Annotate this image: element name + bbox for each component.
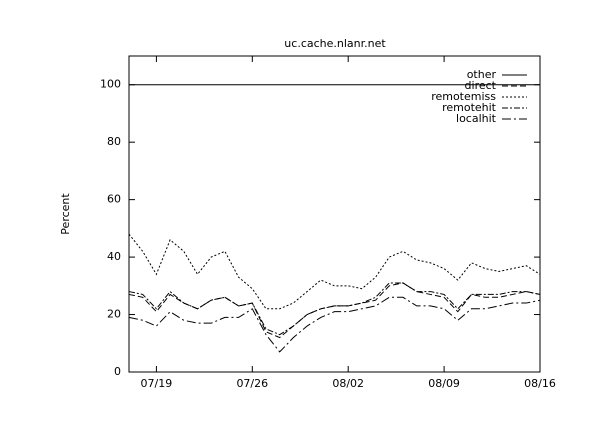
legend-label: remotemiss bbox=[431, 90, 496, 103]
series-line bbox=[128, 296, 541, 353]
x-tick-label: 08/02 bbox=[332, 377, 364, 390]
plot-frame bbox=[128, 55, 541, 373]
legend-label: direct bbox=[465, 79, 497, 92]
series-line bbox=[128, 282, 541, 336]
legend-label: localhit bbox=[456, 112, 497, 125]
y-tick-label: 0 bbox=[114, 365, 121, 378]
legend-label: other bbox=[467, 68, 497, 81]
x-tick-label: 07/26 bbox=[236, 377, 268, 390]
y-tick-label: 60 bbox=[107, 193, 121, 206]
chart-title: uc.cache.nlanr.net bbox=[284, 37, 386, 50]
y-axis-label: Percent bbox=[59, 193, 72, 235]
y-tick-label: 80 bbox=[107, 135, 121, 148]
x-tick-label: 07/19 bbox=[141, 377, 173, 390]
legend-label: remotehit bbox=[442, 101, 497, 114]
x-tick-label: 08/16 bbox=[524, 377, 556, 390]
y-tick-label: 20 bbox=[107, 308, 121, 321]
y-tick-label: 40 bbox=[107, 250, 121, 263]
y-tick-label: 100 bbox=[100, 78, 121, 91]
x-tick-label: 08/09 bbox=[428, 377, 460, 390]
